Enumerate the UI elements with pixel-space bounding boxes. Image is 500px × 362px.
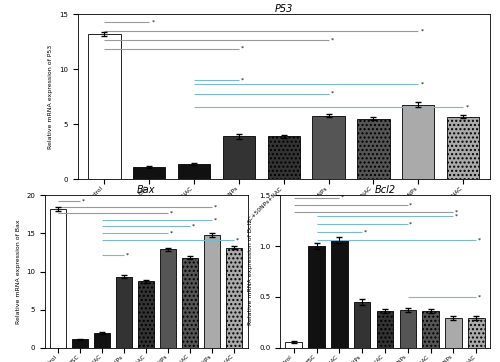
Bar	[182, 258, 198, 348]
Text: *: *	[170, 210, 172, 215]
Text: *: *	[331, 37, 334, 42]
Text: *: *	[241, 78, 244, 83]
Text: *: *	[478, 237, 480, 243]
Title: Bcl2: Bcl2	[374, 185, 396, 195]
Y-axis label: Relative mRNA expression of P53: Relative mRNA expression of P53	[48, 45, 53, 149]
Text: *: *	[82, 198, 84, 203]
Bar	[88, 34, 120, 179]
Bar	[446, 318, 462, 348]
Title: Bax: Bax	[137, 185, 156, 195]
Bar	[312, 115, 344, 179]
Text: *: *	[409, 221, 412, 226]
Text: *: *	[420, 29, 424, 33]
Bar	[331, 240, 347, 348]
Bar	[447, 117, 479, 179]
Bar	[358, 119, 390, 179]
Text: *: *	[192, 223, 194, 228]
Text: *: *	[454, 213, 458, 218]
Bar	[178, 164, 210, 179]
Bar	[377, 311, 393, 348]
Bar	[286, 342, 302, 348]
Text: *: *	[478, 294, 480, 299]
Bar	[204, 235, 220, 348]
Bar	[354, 302, 370, 348]
Text: *: *	[236, 237, 238, 242]
Bar	[468, 318, 484, 348]
Bar	[223, 136, 255, 179]
Text: *: *	[420, 81, 424, 86]
Bar	[116, 277, 132, 348]
Text: *: *	[241, 46, 244, 51]
Bar	[133, 167, 166, 179]
Text: *: *	[364, 230, 366, 235]
Bar	[226, 248, 242, 348]
Text: *: *	[331, 91, 334, 96]
Text: *: *	[409, 202, 412, 207]
Bar	[50, 209, 66, 348]
Text: *: *	[214, 205, 216, 209]
Text: *: *	[214, 217, 216, 222]
Bar	[422, 311, 439, 348]
Text: *: *	[126, 252, 128, 257]
Y-axis label: Relative mRNA expression of Bax: Relative mRNA expression of Bax	[16, 219, 20, 324]
Bar	[400, 310, 416, 348]
Bar	[138, 281, 154, 348]
Bar	[402, 105, 434, 179]
Text: *: *	[152, 20, 154, 25]
Text: *: *	[466, 104, 468, 109]
Text: *: *	[170, 231, 172, 236]
Bar	[160, 249, 176, 348]
Bar	[94, 333, 110, 348]
Text: *: *	[340, 195, 344, 200]
Bar	[72, 339, 88, 348]
Y-axis label: Relative mRNA expression of Bcl2: Relative mRNA expression of Bcl2	[248, 218, 254, 325]
Text: *: *	[454, 209, 458, 214]
Title: P53: P53	[274, 4, 293, 14]
Bar	[308, 246, 324, 348]
Bar	[268, 136, 300, 179]
